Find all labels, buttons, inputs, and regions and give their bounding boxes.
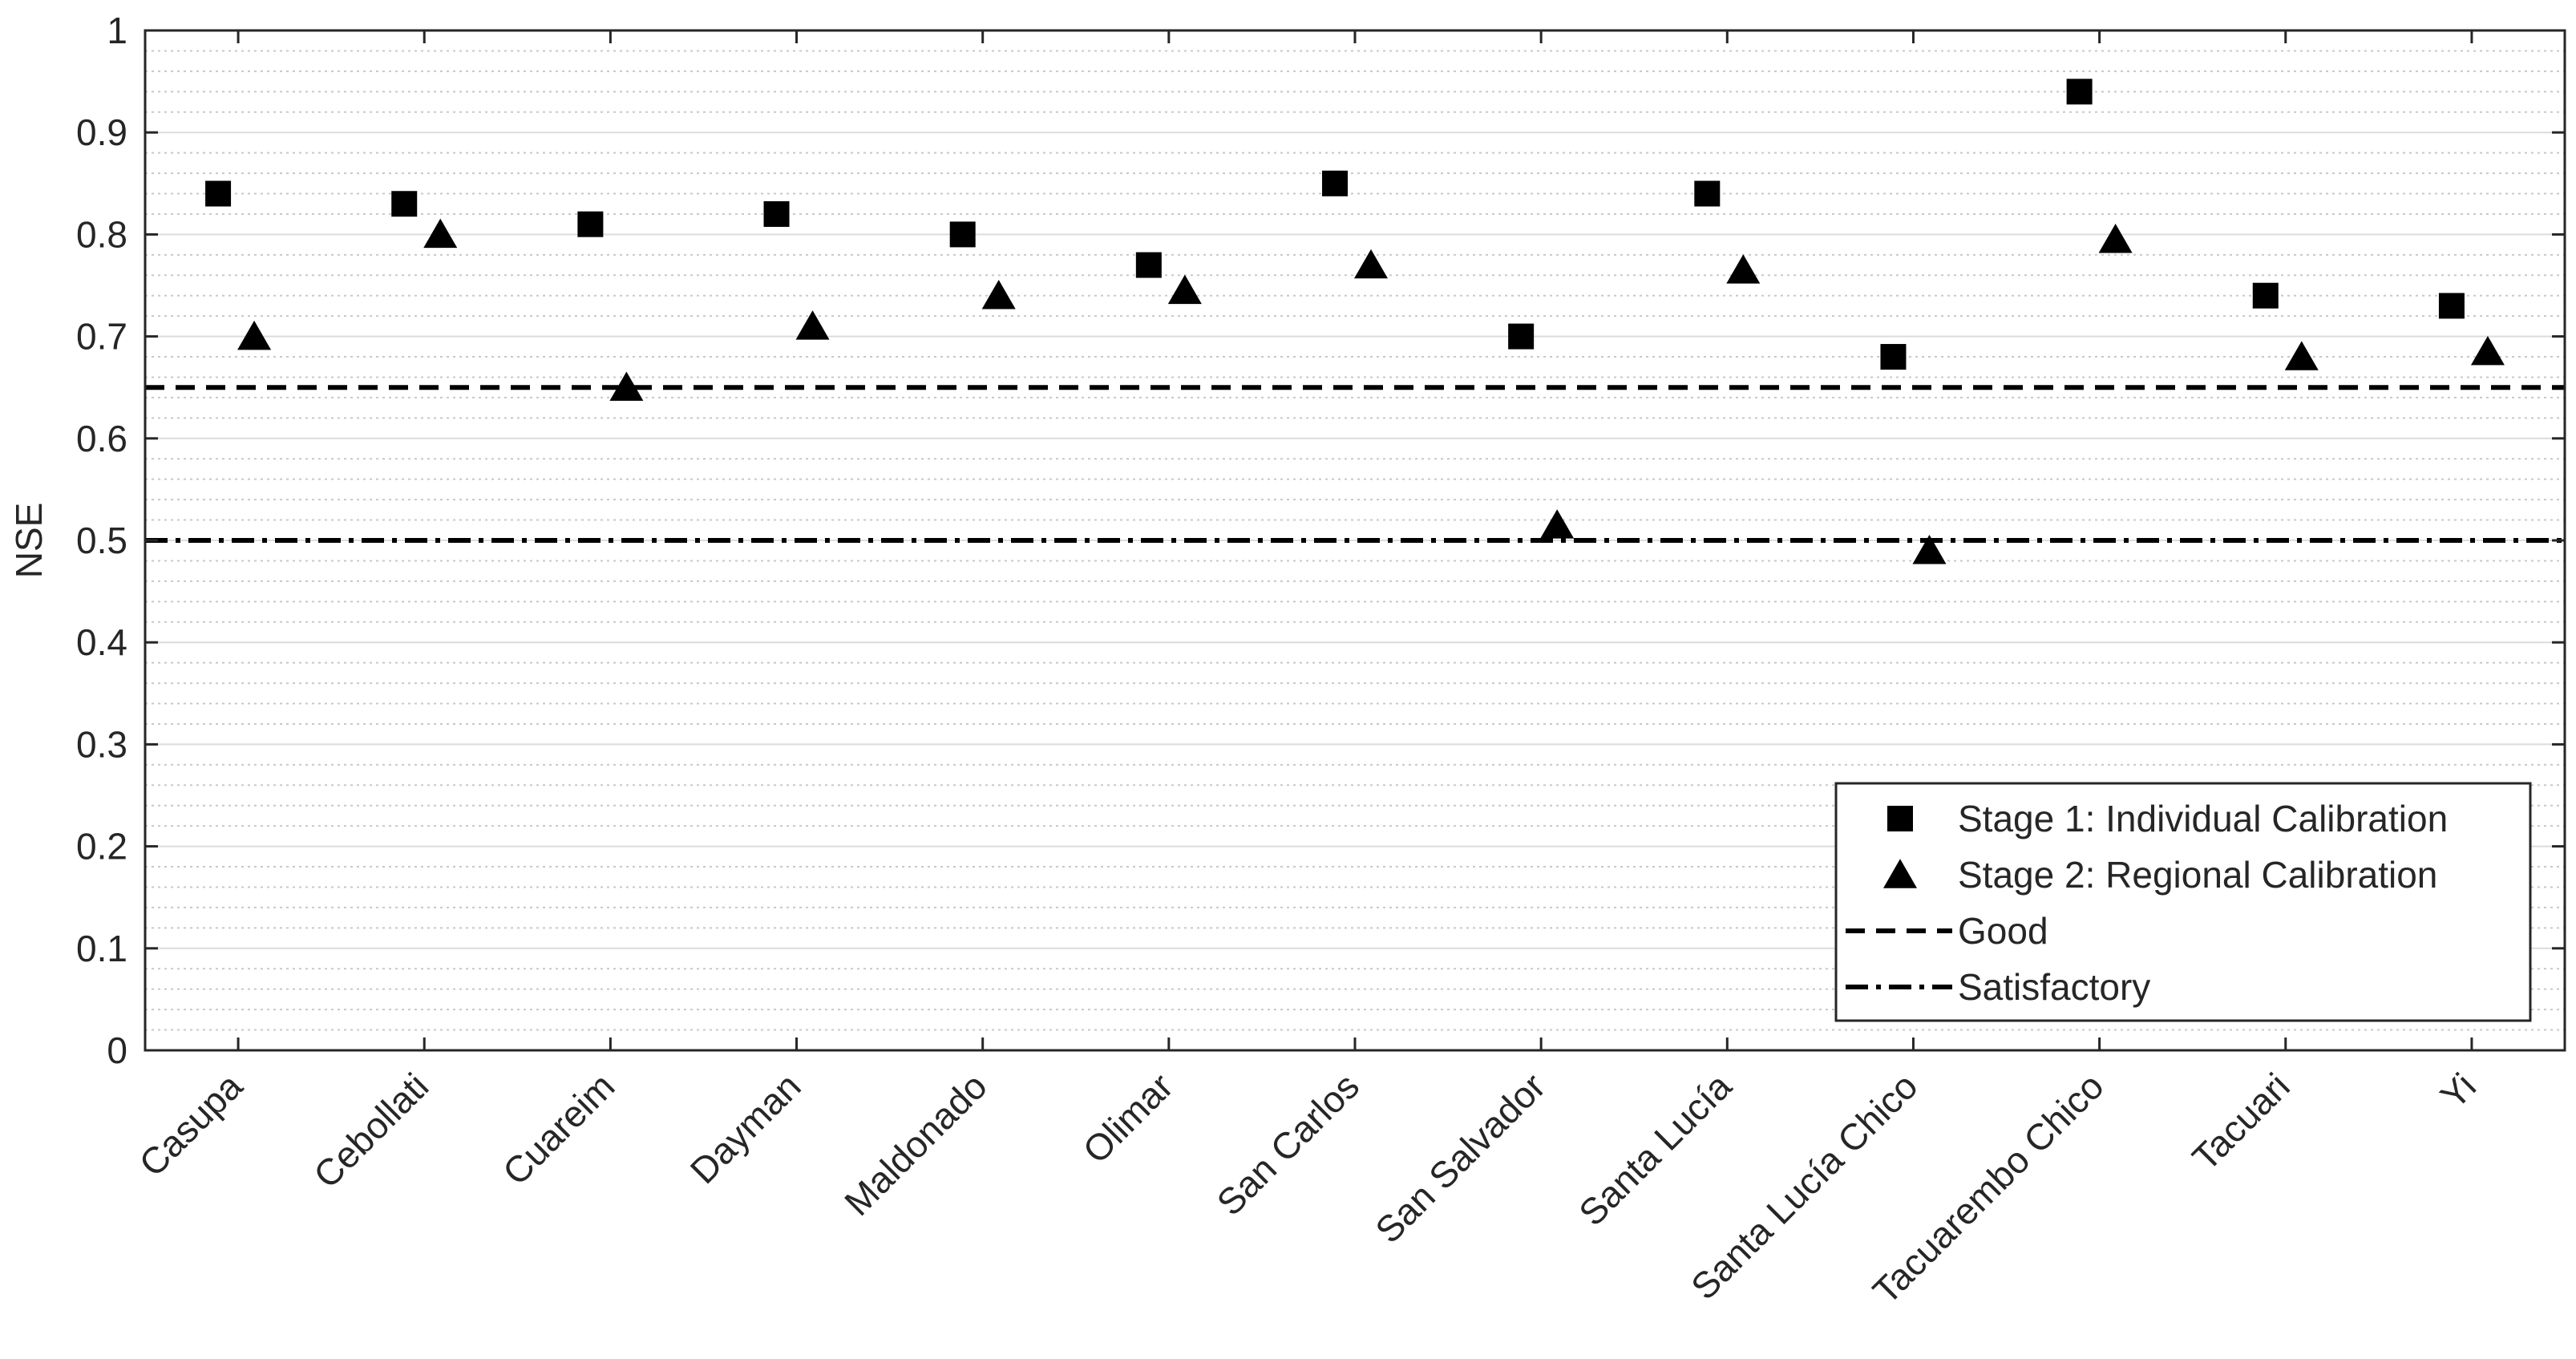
x-tick-label: San Salvador — [1367, 1065, 1553, 1251]
stage2-marker — [795, 310, 830, 340]
x-tick-label: Maldonado — [836, 1065, 995, 1224]
y-tick-label: 0.7 — [76, 316, 127, 358]
stage2-marker — [2470, 335, 2505, 366]
legend-label: Good — [1958, 910, 2048, 952]
x-tick-label: Casupa — [131, 1065, 250, 1184]
stage2-marker — [2098, 224, 2133, 253]
y-tick-label: 0.2 — [76, 826, 127, 868]
stage2-marker — [609, 371, 644, 401]
y-tick-label: 0.5 — [76, 520, 127, 561]
y-tick-label: 0.1 — [76, 928, 127, 969]
stage2-marker — [2284, 341, 2319, 370]
stage1-marker — [1135, 252, 1162, 278]
legend-label: Stage 1: Individual Calibration — [1958, 798, 2448, 839]
stage1-marker — [1880, 344, 1907, 370]
stage2-marker — [1354, 249, 1388, 279]
stage1-marker — [391, 191, 418, 217]
reference-lines — [145, 385, 2565, 543]
stage1-marker — [2252, 282, 2279, 309]
stage1-marker — [2438, 293, 2465, 319]
x-tick-label: Dayman — [682, 1065, 809, 1191]
x-tick-label: Tacuari — [2184, 1065, 2298, 1179]
x-tick-label: Olimar — [1074, 1065, 1181, 1171]
stage1-marker — [1508, 323, 1535, 350]
y-axis-ticks: 0 0.1 0.2 0.3 0.4 0.5 0.6 0.7 0.8 0.9 1 — [76, 10, 2565, 1071]
legend-box — [1834, 782, 2532, 1022]
stage2-marker — [1912, 535, 1947, 564]
stage1-marker — [2066, 79, 2093, 105]
x-tick-label: Santa Lucía — [1571, 1065, 1740, 1234]
x-tick-label: Cebollati — [305, 1065, 436, 1195]
y-tick-label: 0.4 — [76, 621, 127, 663]
x-tick-label: Yi — [2432, 1065, 2484, 1116]
legend-symbol-stage1 — [1887, 806, 1913, 831]
stage2-marker — [423, 218, 458, 249]
y-tick-label: 0.3 — [76, 723, 127, 765]
legend: Stage 1: Individual Calibration Stage 2: … — [1834, 782, 2532, 1022]
data-markers — [205, 79, 2505, 564]
x-tick-label: Cuareim — [495, 1065, 623, 1193]
stage1-marker — [1322, 170, 1348, 196]
legend-label: Stage 2: Regional Calibration — [1958, 854, 2437, 896]
stage2-marker — [1167, 274, 1202, 305]
x-axis-ticks: Casupa Cebollati Cuareim Dayman Maldonado Oli… — [131, 30, 2484, 1312]
stage1-marker — [205, 180, 232, 207]
y-axis-title: NSE — [8, 503, 50, 579]
legend-label: Satisfactory — [1958, 966, 2150, 1008]
y-tick-label: 0.8 — [76, 213, 127, 255]
stage1-marker — [1694, 180, 1721, 207]
legend-symbol-stage2 — [1883, 859, 1917, 888]
stage1-marker — [949, 221, 976, 248]
y-tick-label: 0.9 — [76, 111, 127, 153]
stage1-marker — [763, 200, 790, 227]
x-tick-label: San Carlos — [1208, 1065, 1367, 1224]
stage2-marker — [1540, 509, 1575, 539]
stage1-marker — [577, 211, 604, 237]
y-tick-label: 0 — [107, 1029, 127, 1071]
stage2-marker — [1726, 254, 1761, 284]
stage2-marker — [237, 320, 272, 350]
y-tick-label: 1 — [107, 10, 127, 51]
y-tick-label: 0.6 — [76, 418, 127, 459]
stage2-marker — [981, 280, 1016, 309]
